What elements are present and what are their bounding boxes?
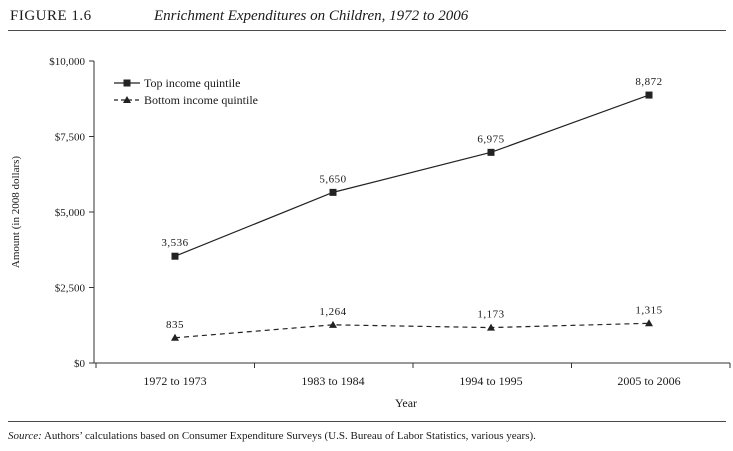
x-axis-title: Year xyxy=(395,396,417,410)
data-point xyxy=(645,319,653,327)
data-point xyxy=(487,323,495,331)
legend-marker xyxy=(123,79,131,87)
data-label: 3,536 xyxy=(161,237,188,249)
series-bottom-quintile: 835 1,264 1,173 1,315 xyxy=(166,304,662,341)
source-note: Source: Authors’ calculations based on C… xyxy=(8,430,536,442)
x-axis-ticks: 1972 to 1973 1983 to 1984 1994 to 1995 2005… xyxy=(95,363,731,388)
legend-item: Top income quintile xyxy=(114,76,240,90)
x-tick-label: 1972 to 1973 xyxy=(143,374,206,388)
legend-item: Bottom income quintile xyxy=(114,93,258,107)
series-top-quintile: 3,536 5,650 6,975 8,872 xyxy=(161,76,662,260)
figure-label: FIGURE 1.6 xyxy=(10,8,92,24)
data-label: 1,173 xyxy=(477,309,504,321)
source-label: Source: xyxy=(8,430,42,442)
data-point xyxy=(171,333,179,341)
y-tick-label: $2,500 xyxy=(55,283,86,295)
y-tick-label: $7,500 xyxy=(55,132,86,144)
data-point xyxy=(329,320,337,328)
y-tick-label: $10,000 xyxy=(49,56,85,68)
x-tick-label: 2005 to 2006 xyxy=(617,374,680,388)
x-tick-label: 1994 to 1995 xyxy=(459,374,522,388)
y-axis-ticks: $0 $2,500 $5,000 $7,500 $10,000 xyxy=(49,56,94,370)
data-label: 1,315 xyxy=(635,304,662,316)
source-text: Authors’ calculations based on Consumer … xyxy=(43,430,536,442)
data-point xyxy=(171,252,179,260)
series-line xyxy=(174,94,650,257)
series-line xyxy=(174,322,650,339)
data-point xyxy=(487,148,495,156)
data-point xyxy=(645,91,653,99)
data-point xyxy=(329,188,337,196)
figure-header: FIGURE 1.6 Enrichment Expenditures on Ch… xyxy=(8,4,726,31)
series-layer: 3,536 5,650 6,975 8,872 835 1,264 1,173 1,315 xyxy=(161,76,662,341)
figure-title: Enrichment Expenditures on Children, 197… xyxy=(154,8,469,24)
legend-label: Bottom income quintile xyxy=(144,93,258,107)
data-label: 835 xyxy=(166,319,184,331)
data-label: 8,872 xyxy=(635,76,662,88)
y-tick-label: $5,000 xyxy=(55,207,86,219)
legend-marker xyxy=(123,96,131,103)
data-label: 6,975 xyxy=(477,133,504,145)
data-label: 5,650 xyxy=(319,173,346,185)
chart-legend: Top income quintile Bottom income quintil… xyxy=(114,76,258,107)
x-tick-label: 1983 to 1984 xyxy=(301,374,364,388)
data-label: 1,264 xyxy=(319,306,346,318)
legend-label: Top income quintile xyxy=(144,76,240,90)
y-tick-label: $0 xyxy=(74,358,86,370)
y-axis-title: Amount (in 2008 dollars) xyxy=(10,156,22,268)
source-divider xyxy=(8,421,726,422)
